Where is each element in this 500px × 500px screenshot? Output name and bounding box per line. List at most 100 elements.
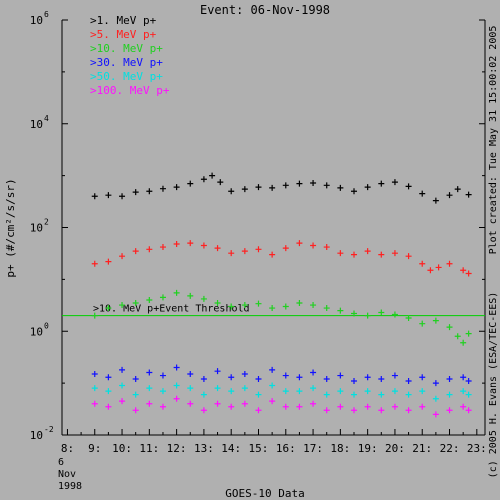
series-layer bbox=[91, 172, 472, 418]
data-point bbox=[159, 244, 166, 251]
data-point bbox=[241, 370, 248, 377]
event-threshold-label: >10. MeV p+Event Threshold bbox=[93, 304, 250, 315]
series-0 bbox=[91, 172, 472, 204]
data-point bbox=[255, 376, 262, 383]
date-label-line: 1998 bbox=[58, 481, 82, 492]
x-tick-label: 15: bbox=[249, 442, 269, 455]
data-point bbox=[337, 184, 344, 191]
data-point bbox=[187, 370, 194, 377]
x-tick-label: 10: bbox=[112, 442, 132, 455]
data-point bbox=[105, 305, 112, 312]
series-3 bbox=[91, 364, 472, 387]
legend-entry: >50. MeV p+ bbox=[90, 70, 163, 83]
data-point bbox=[446, 192, 453, 199]
data-point bbox=[200, 176, 207, 183]
data-point bbox=[432, 411, 439, 418]
data-point bbox=[91, 385, 98, 392]
data-point bbox=[228, 188, 235, 195]
data-point bbox=[419, 374, 426, 381]
data-point bbox=[351, 251, 358, 258]
data-point bbox=[337, 250, 344, 257]
x-tick-label: 18: bbox=[330, 442, 350, 455]
data-point bbox=[405, 407, 412, 414]
data-point bbox=[282, 182, 289, 189]
data-point bbox=[323, 376, 330, 383]
data-point bbox=[296, 180, 303, 187]
data-point bbox=[310, 242, 317, 249]
data-point bbox=[146, 246, 153, 253]
data-point bbox=[337, 307, 344, 314]
data-point bbox=[119, 302, 126, 309]
data-point bbox=[419, 190, 426, 197]
x-axis-title: GOES-10 Data bbox=[225, 487, 304, 500]
data-point bbox=[255, 184, 262, 191]
threshold-layer: >10. MeV p+Event Threshold bbox=[62, 304, 485, 317]
data-point bbox=[214, 300, 221, 307]
data-point bbox=[405, 315, 412, 322]
data-point bbox=[296, 300, 303, 307]
data-point bbox=[465, 270, 472, 277]
y-tick-label-exponent: 4 bbox=[44, 114, 49, 123]
data-point bbox=[446, 260, 453, 267]
data-point bbox=[364, 374, 371, 381]
data-point bbox=[446, 376, 453, 383]
data-point bbox=[119, 193, 126, 200]
data-point bbox=[310, 369, 317, 376]
data-point bbox=[378, 309, 385, 316]
legend-entry: >100. MeV p+ bbox=[90, 84, 170, 97]
y-tick-label-exponent: 2 bbox=[44, 218, 49, 227]
data-point bbox=[391, 250, 398, 257]
data-point bbox=[119, 366, 126, 373]
data-point bbox=[255, 246, 262, 253]
data-point bbox=[391, 179, 398, 186]
data-point bbox=[465, 191, 472, 198]
x-tick-label: 19: bbox=[358, 442, 378, 455]
data-point bbox=[132, 376, 139, 383]
data-point bbox=[310, 302, 317, 309]
y-tick-label-base: 10 bbox=[30, 118, 43, 131]
data-point bbox=[323, 407, 330, 414]
data-point bbox=[241, 302, 248, 309]
x-axis: 8: 9: 10: 11: 12: 13: 14: 15: 16: 17: 18: 19: 20: 21:… bbox=[61, 429, 487, 455]
data-point bbox=[105, 374, 112, 381]
y-axis-title: p+ (#/cm²/s/sr) bbox=[4, 178, 17, 277]
data-point bbox=[460, 388, 467, 395]
data-point bbox=[351, 188, 358, 195]
data-point bbox=[435, 264, 442, 271]
data-point bbox=[460, 267, 467, 274]
data-point bbox=[465, 391, 472, 398]
data-point bbox=[465, 330, 472, 337]
data-point bbox=[419, 320, 426, 327]
data-point bbox=[255, 391, 262, 398]
data-point bbox=[378, 251, 385, 258]
y-tick-label-base: 10 bbox=[30, 14, 43, 27]
data-point bbox=[187, 240, 194, 247]
data-point bbox=[465, 407, 472, 414]
data-point bbox=[132, 248, 139, 255]
data-point bbox=[323, 182, 330, 189]
data-point bbox=[432, 317, 439, 324]
data-point bbox=[337, 372, 344, 379]
data-point bbox=[323, 305, 330, 312]
data-point bbox=[119, 382, 126, 389]
series-2 bbox=[91, 289, 472, 346]
x-tick-label: 17: bbox=[303, 442, 323, 455]
data-point bbox=[269, 398, 276, 405]
legend-entry: >30. MeV p+ bbox=[90, 56, 163, 69]
data-point bbox=[432, 197, 439, 204]
data-point bbox=[446, 324, 453, 331]
data-point bbox=[228, 403, 235, 410]
data-point bbox=[364, 184, 371, 191]
x-tick-label: 14: bbox=[221, 442, 241, 455]
x-tick-label: 11: bbox=[139, 442, 159, 455]
data-point bbox=[241, 248, 248, 255]
data-point bbox=[200, 407, 207, 414]
date-label-line: Nov bbox=[58, 469, 76, 480]
series-4 bbox=[91, 382, 472, 402]
date-label-line: 6 bbox=[58, 457, 64, 468]
data-point bbox=[351, 391, 358, 398]
data-point bbox=[173, 184, 180, 191]
data-point bbox=[269, 305, 276, 312]
